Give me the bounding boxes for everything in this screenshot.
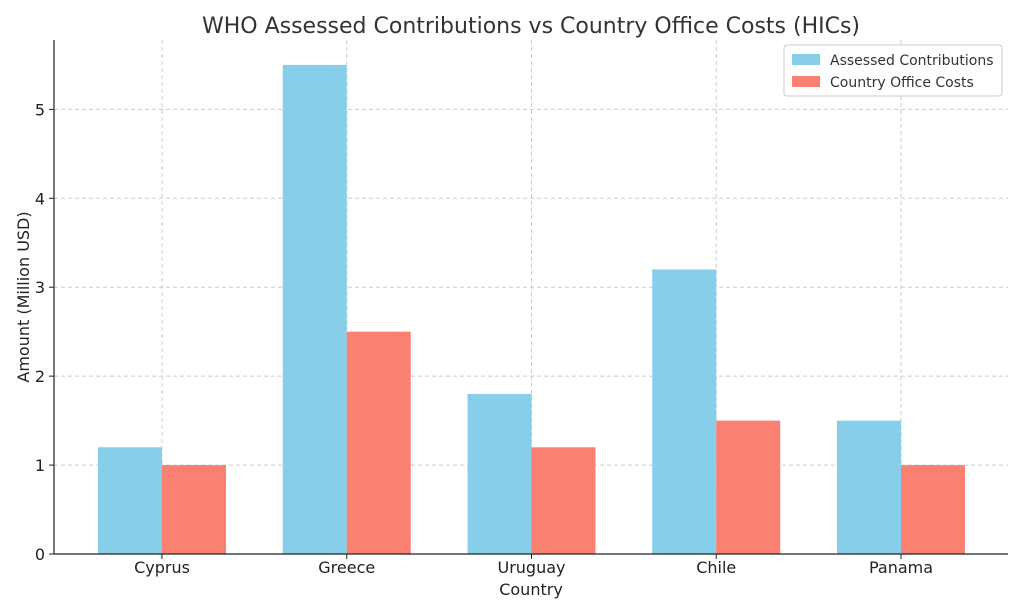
bar-assessed-contributions-greece [282, 64, 347, 554]
bar-assessed-contributions-cyprus [98, 447, 162, 554]
y-tick-label-3: 3 [35, 278, 45, 297]
bars-layer [98, 64, 965, 554]
legend-label-assessed: Assessed Contributions [830, 53, 994, 69]
bar-assessed-contributions-chile [652, 269, 717, 554]
x-tick-label-cyprus: Cyprus [134, 558, 190, 577]
bar-assessed-contributions-uruguay [467, 393, 532, 554]
x-tick-labels: Cyprus Greece Uruguay Chile Panama [134, 554, 933, 577]
x-tick-label-chile: Chile [696, 558, 736, 577]
x-tick-label-panama: Panama [869, 558, 933, 577]
bar-country-office-costs-greece [346, 331, 411, 554]
y-axis-label: Amount (Million USD) [14, 211, 33, 382]
bar-country-office-costs-panama [901, 465, 965, 554]
bar-country-office-costs-chile [716, 420, 781, 554]
bar-assessed-contributions-panama [837, 420, 901, 554]
legend: Assessed Contributions Country Office Co… [783, 44, 1003, 97]
x-tick-label-uruguay: Uruguay [498, 558, 566, 577]
x-axis-label: Country [499, 580, 563, 599]
y-tick-label-5: 5 [35, 100, 45, 119]
legend-swatch-assessed [792, 54, 820, 65]
chart-title: WHO Assessed Contributions vs Country Of… [202, 14, 860, 39]
y-tick-label-2: 2 [35, 367, 45, 386]
legend-swatch-costs [792, 76, 820, 87]
legend-label-costs: Country Office Costs [830, 75, 974, 91]
legend-frame [783, 44, 1003, 97]
x-tick-label-greece: Greece [318, 558, 375, 577]
y-tick-labels: 0 1 2 3 4 5 [35, 100, 54, 564]
y-tick-label-1: 1 [35, 456, 45, 475]
y-tick-label-4: 4 [35, 189, 45, 208]
bar-country-office-costs-cyprus [162, 465, 226, 554]
y-tick-label-0: 0 [35, 545, 45, 564]
bar-country-office-costs-uruguay [531, 447, 596, 554]
